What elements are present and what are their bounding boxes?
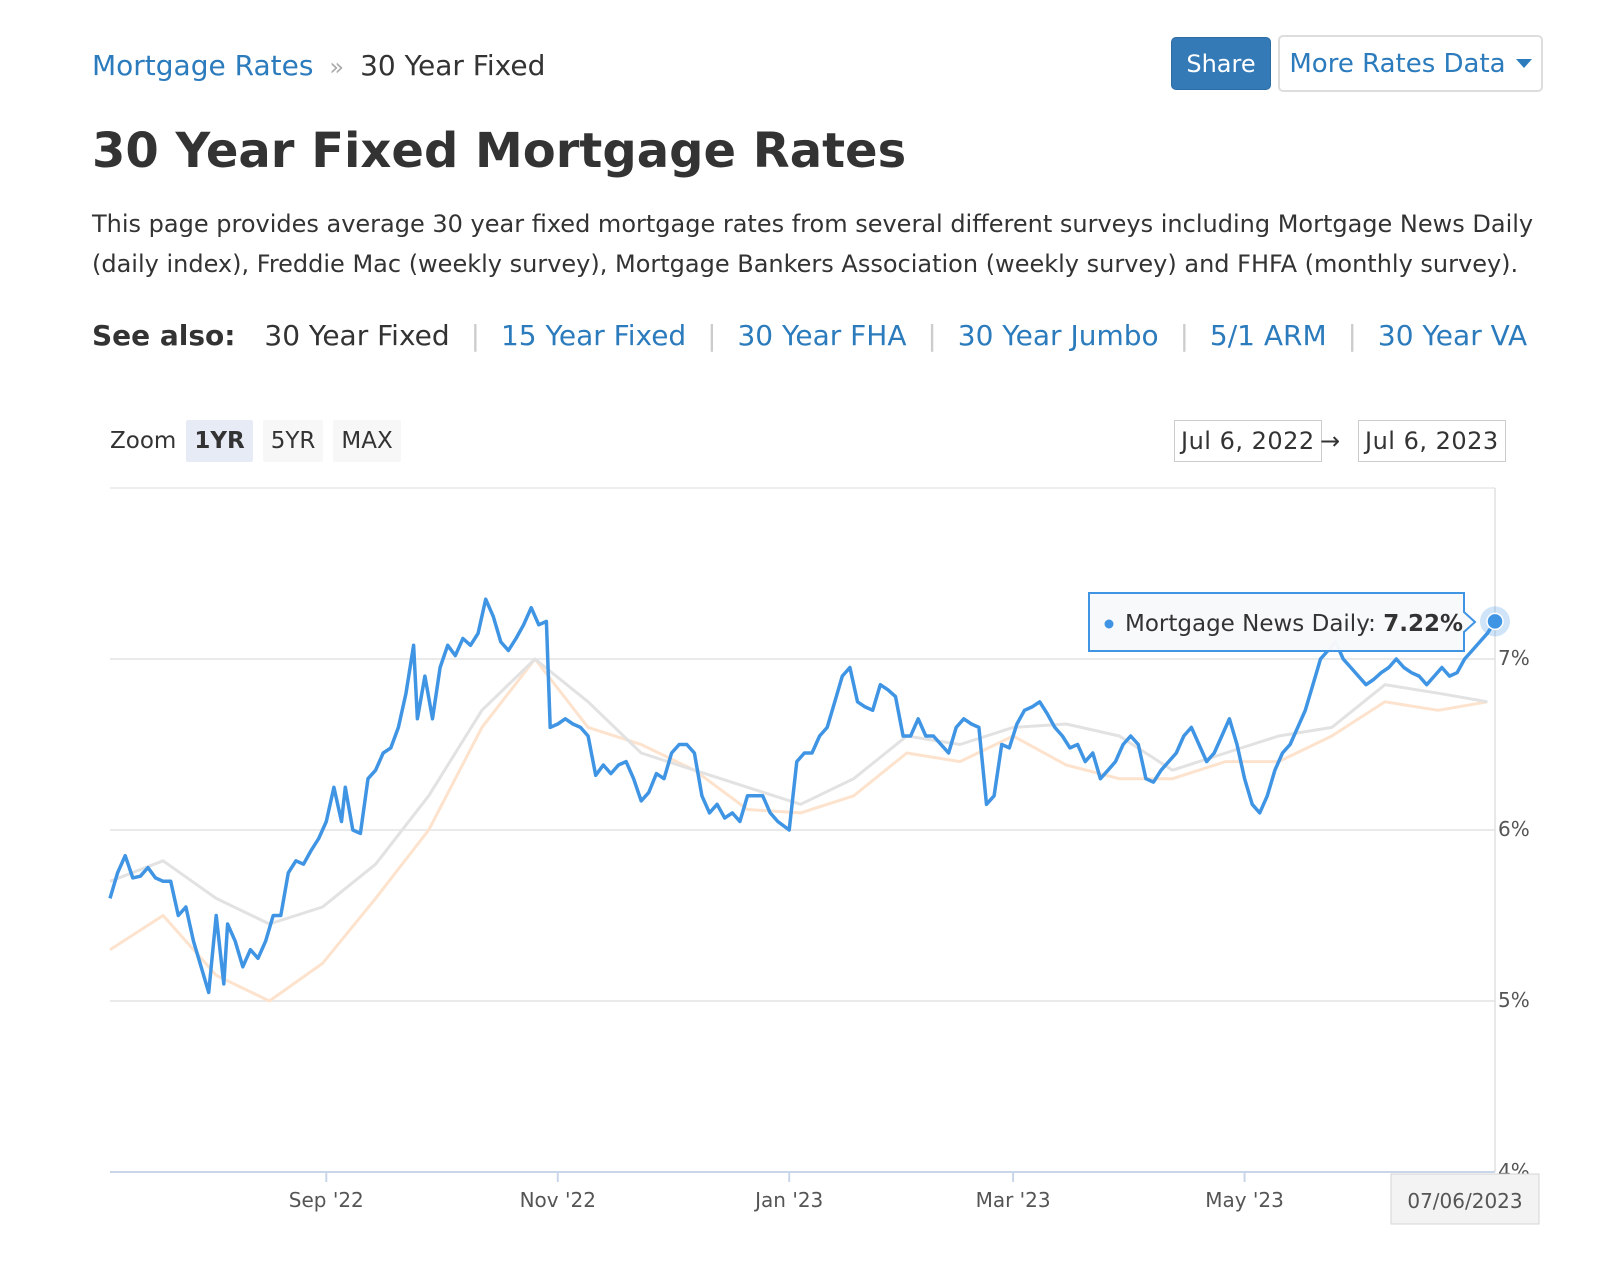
link-30-year-fha[interactable]: 30 Year FHA xyxy=(737,319,907,352)
tooltip-box xyxy=(1088,592,1477,652)
more-rates-data-label: More Rates Data xyxy=(1289,48,1506,79)
series-line-secondary-orange xyxy=(109,657,1488,1003)
caret-down-icon xyxy=(1515,59,1532,68)
x-tick-label: Nov '22 xyxy=(520,1188,596,1212)
range-arrow: → xyxy=(1320,427,1341,455)
divider: | xyxy=(707,319,717,352)
tooltip-series-name: Mortgage News Daily: xyxy=(1125,611,1383,637)
zoom-5yr-button[interactable]: 5YR xyxy=(262,420,324,462)
breadcrumb-link-mortgage-rates[interactable]: Mortgage Rates xyxy=(92,49,314,82)
breadcrumb-separator: » xyxy=(329,53,345,81)
page-description: This page provides average 30 year fixed… xyxy=(92,210,1534,278)
range-to-input[interactable]: Jul 6, 2023 xyxy=(1358,420,1506,462)
link-15-year-fixed[interactable]: 15 Year Fixed xyxy=(500,319,687,352)
tooltip-value: 7.22% xyxy=(1383,611,1463,637)
see-also-nav: See also: 30 Year Fixed | 15 Year Fixed … xyxy=(92,315,1527,357)
share-button[interactable]: Share xyxy=(1171,37,1271,90)
tooltip-label: Mortgage News Daily: 7.22% xyxy=(1125,611,1463,637)
x-tick-label: Sep '22 xyxy=(289,1188,364,1212)
divider: | xyxy=(470,319,481,352)
range-from-input[interactable]: Jul 6, 2022 xyxy=(1174,420,1322,462)
hover-point xyxy=(1486,612,1504,631)
zoom-controls: Zoom 1YR 5YR MAX xyxy=(110,420,411,462)
breadcrumb-current: 30 Year Fixed xyxy=(360,49,546,82)
crosshair-date-label: 07/06/2023 xyxy=(1407,1189,1522,1213)
see-also-current: 30 Year Fixed xyxy=(264,319,450,352)
x-tick-label: Jan '23 xyxy=(753,1188,823,1212)
y-tick-label: 5% xyxy=(1498,988,1530,1012)
series-line-mortgage-news-daily xyxy=(108,597,1497,995)
series-line-secondary-gray xyxy=(109,657,1488,926)
zoom-max-button[interactable]: MAX xyxy=(333,420,401,462)
zoom-label: Zoom xyxy=(110,428,177,454)
more-rates-data-button[interactable]: More Rates Data xyxy=(1278,35,1543,92)
tooltip-series-marker xyxy=(1104,619,1114,629)
link-30-year-jumbo[interactable]: 30 Year Jumbo xyxy=(957,319,1159,352)
link-5-1-arm[interactable]: 5/1 ARM xyxy=(1209,319,1327,352)
y-tick-label: 6% xyxy=(1498,817,1530,841)
page-title: 30 Year Fixed Mortgage Rates xyxy=(92,123,907,179)
see-also-label: See also: xyxy=(92,319,236,352)
zoom-1yr-button[interactable]: 1YR xyxy=(186,420,253,462)
divider: | xyxy=(1179,319,1189,352)
x-tick-label: May '23 xyxy=(1205,1188,1284,1212)
divider: | xyxy=(927,319,937,352)
link-30-year-va[interactable]: 30 Year VA xyxy=(1377,319,1528,352)
breadcrumb: Mortgage Rates » 30 Year Fixed xyxy=(92,46,545,87)
divider: | xyxy=(1347,319,1357,352)
x-tick-label: Mar '23 xyxy=(976,1188,1051,1212)
crosshair-date-box xyxy=(1390,1173,1540,1225)
y-tick-label: 7% xyxy=(1498,646,1530,670)
